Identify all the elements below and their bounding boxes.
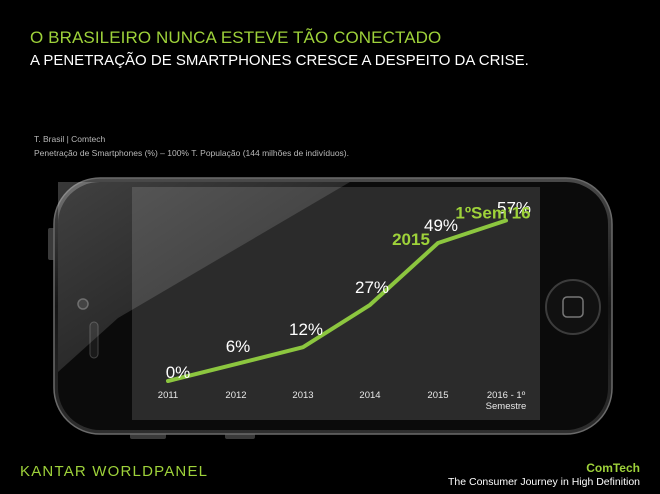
data-label: 49% xyxy=(424,216,458,235)
x-tick-label: 2012 xyxy=(225,390,246,401)
data-label: 6% xyxy=(226,337,251,356)
x-tick-label: 2013 xyxy=(292,390,313,401)
x-tick-label: 2014 xyxy=(359,390,380,401)
screen-glare xyxy=(58,182,350,372)
data-label: 12% xyxy=(289,320,323,339)
chart-source: T. Brasil | Comtech xyxy=(34,134,106,144)
data-label: 0% xyxy=(166,363,191,382)
page-subtitle: A PENETRAÇÃO DE SMARTPHONES CRESCE A DES… xyxy=(30,52,529,69)
page-title: O BRASILEIRO NUNCA ESTEVE TÃO CONECTADO xyxy=(30,28,442,47)
highlight-label: 2015 xyxy=(392,230,430,249)
x-tick-label: 2011 xyxy=(158,390,178,401)
comtech-logo: ComTech xyxy=(586,461,640,475)
chart-description: Penetração de Smartphones (%) – 100% T. … xyxy=(34,148,350,158)
x-tick-label: 2015 xyxy=(427,390,448,401)
home-button xyxy=(545,279,601,335)
data-label: 57% xyxy=(497,198,531,217)
comtech-tagline: The Consumer Journey in High Definition xyxy=(447,476,640,488)
highlight-label: 1ºSem’16 xyxy=(455,203,530,222)
x-tick-label: 2016 - 1º Semestre xyxy=(486,390,527,412)
home-square-icon xyxy=(562,296,584,318)
kantar-logo: KANTAR WORLDPANEL xyxy=(20,463,209,480)
series-line xyxy=(166,218,508,383)
data-label: 27% xyxy=(355,278,389,297)
